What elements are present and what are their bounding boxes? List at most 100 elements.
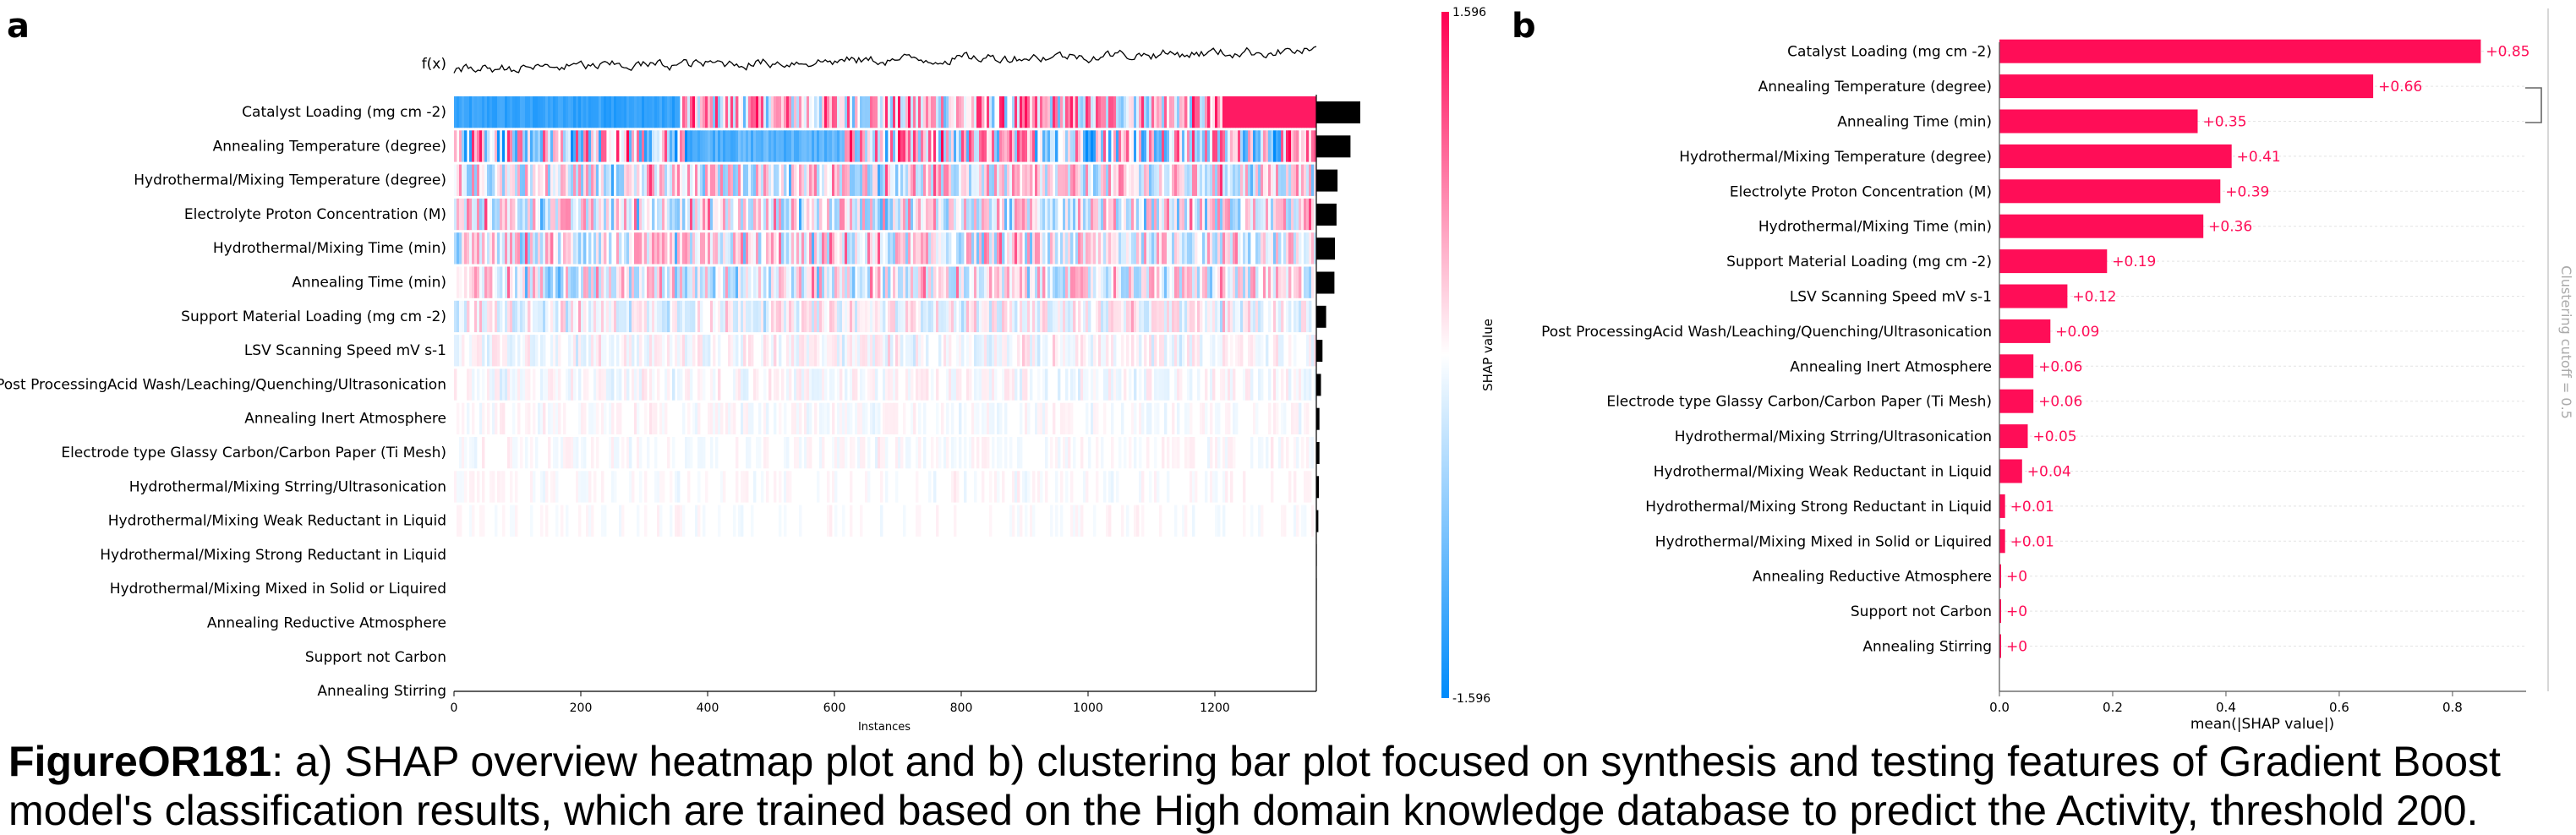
heatmap-cell: [695, 402, 698, 434]
heatmap-cell: [1124, 437, 1127, 469]
heatmap-cell: [997, 437, 1000, 469]
heatmap-cell: [472, 335, 475, 367]
heatmap-cell: [1195, 335, 1198, 367]
heatmap-cell: [857, 300, 861, 333]
heatmap-cell: [964, 437, 967, 469]
heatmap-cell: [880, 198, 883, 231]
heatmap-cell: [984, 335, 987, 367]
heatmap-cell: [1258, 368, 1261, 401]
heatmap-cell: [867, 96, 871, 128]
heatmap-cell: [588, 198, 592, 231]
heatmap-cell: [682, 335, 686, 367]
heatmap-cell: [1311, 437, 1315, 469]
heatmap-cell: [586, 505, 589, 537]
heatmap-cell: [867, 232, 871, 265]
heatmap-cell: [515, 471, 518, 503]
heatmap-cell: [510, 96, 513, 128]
heatmap-cell: [467, 96, 470, 128]
heatmap-cell: [626, 335, 630, 367]
heatmap-cell: [675, 130, 678, 162]
heatmap-cell: [1053, 402, 1056, 434]
heatmap-cell: [604, 300, 607, 333]
heatmap-cell: [890, 130, 894, 162]
heatmap-cell: [581, 402, 584, 434]
bar-category-label: Annealing Time (min): [1837, 114, 1992, 131]
heatmap-cell: [997, 471, 1000, 503]
heatmap-cell: [1184, 266, 1188, 298]
heatmap-cell: [495, 266, 498, 298]
heatmap-cell: [913, 266, 916, 298]
heatmap-feature-label: Catalyst Loading (mg cm -2): [242, 104, 446, 121]
heatmap-cell: [807, 232, 810, 265]
heatmap-cell: [637, 130, 640, 162]
heatmap-cell: [837, 368, 840, 401]
importance-bar: [1316, 374, 1321, 396]
heatmap-cell: [903, 266, 906, 298]
heatmap-cell: [1037, 402, 1041, 434]
heatmap-cell: [624, 335, 627, 367]
heatmap-cell: [1162, 232, 1165, 265]
heatmap-cell: [1151, 130, 1155, 162]
heatmap-cell: [1245, 368, 1249, 401]
heatmap-cell: [916, 232, 919, 265]
heatmap-cell: [601, 266, 604, 298]
heatmap-cell: [766, 164, 769, 196]
heatmap-cell: [1212, 164, 1216, 196]
heatmap-cell: [705, 198, 708, 231]
heatmap-cell: [890, 232, 894, 265]
heatmap-cell: [647, 232, 650, 265]
heatmap-cell: [1007, 368, 1010, 401]
heatmap-cell: [1217, 300, 1221, 333]
heatmap-cell: [804, 164, 807, 196]
heatmap-cell: [1058, 368, 1061, 401]
heatmap-cell: [814, 130, 818, 162]
heatmap-cell: [1255, 266, 1259, 298]
heatmap-cell: [718, 300, 721, 333]
heatmap-cell: [1131, 266, 1135, 298]
heatmap-cell: [1286, 368, 1289, 401]
heatmap-cell: [525, 402, 528, 434]
heatmap-cell: [878, 232, 881, 265]
heatmap-cell: [680, 505, 683, 537]
heatmap-cell: [619, 505, 622, 537]
heatmap-cell: [474, 164, 478, 196]
heatmap-x-tick-label: 1000: [1073, 701, 1103, 715]
heatmap-cell: [586, 368, 589, 401]
heatmap-cell: [515, 130, 518, 162]
heatmap-cell: [1113, 300, 1117, 333]
heatmap-cell: [568, 437, 572, 469]
importance-bar: [1316, 340, 1323, 363]
heatmap-cell: [1278, 335, 1282, 367]
heatmap-cell: [733, 300, 736, 333]
heatmap-cell: [860, 130, 863, 162]
heatmap-cell: [829, 368, 833, 401]
heatmap-cell: [809, 232, 812, 265]
heatmap-cell: [672, 266, 675, 298]
heatmap-cell: [1113, 164, 1117, 196]
heatmap-cell: [637, 164, 640, 196]
bar-category-label: Hydrothermal/Mixing Strong Reductant in …: [1645, 499, 1992, 516]
heatmap-cell: [1075, 96, 1079, 128]
heatmap-cell: [966, 335, 970, 367]
heatmap-cell: [878, 198, 881, 231]
heatmap-cell: [746, 437, 749, 469]
heatmap-cell: [520, 300, 523, 333]
heatmap-cell: [779, 402, 782, 434]
heatmap-cell: [522, 130, 526, 162]
heatmap-cell: [956, 266, 960, 298]
heatmap-cell: [789, 300, 792, 333]
heatmap-cell: [517, 266, 521, 298]
heatmap-cell: [789, 130, 792, 162]
heatmap-cell: [1093, 368, 1097, 401]
heatmap-cell: [992, 198, 995, 231]
heatmap-cell: [675, 335, 678, 367]
heatmap-cell: [1045, 335, 1048, 367]
heatmap-cell: [1124, 130, 1127, 162]
heatmap-cell: [979, 335, 982, 367]
heatmap-cell: [677, 471, 681, 503]
heatmap-cell: [1047, 232, 1051, 265]
heatmap-cell: [505, 130, 508, 162]
heatmap-cell: [1106, 164, 1109, 196]
heatmap-cell: [969, 96, 972, 128]
heatmap-cell: [860, 437, 863, 469]
